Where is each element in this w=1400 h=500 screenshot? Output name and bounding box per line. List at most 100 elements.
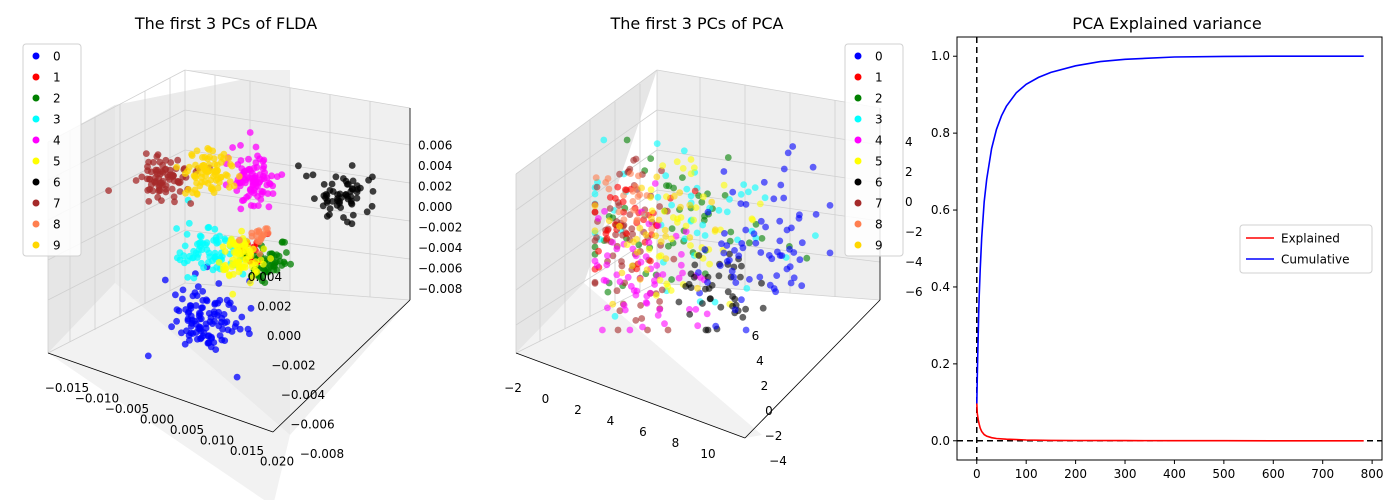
point-class-1 — [606, 194, 614, 201]
point-class-9 — [193, 190, 201, 198]
point-class-0 — [776, 237, 784, 245]
point-class-9 — [591, 227, 599, 235]
point-class-0 — [777, 181, 785, 189]
point-class-4 — [632, 291, 640, 299]
point-class-5 — [242, 256, 250, 264]
point-class-6 — [326, 187, 334, 194]
flda-z-tick-label: −0.002 — [418, 221, 462, 235]
point-class-4 — [245, 155, 252, 163]
point-class-9 — [633, 248, 641, 256]
pca-x-tick-label: 6 — [639, 425, 647, 439]
flda-z-tick-label: −0.004 — [418, 241, 462, 255]
point-class-6 — [332, 173, 340, 181]
point-class-6 — [675, 298, 683, 306]
point-class-4 — [656, 306, 664, 313]
point-class-6 — [340, 214, 347, 221]
point-class-9 — [708, 198, 716, 206]
point-class-3 — [726, 196, 733, 203]
point-class-0 — [826, 249, 834, 257]
point-class-3 — [668, 201, 675, 209]
point-class-7 — [658, 286, 666, 294]
legend-label-9: 9 — [53, 239, 61, 253]
point-class-9 — [209, 186, 217, 194]
point-class-4 — [593, 262, 601, 269]
flda-axis-lines — [47, 108, 411, 433]
point-class-3 — [190, 247, 198, 255]
point-class-7 — [142, 150, 150, 158]
point-class-4 — [682, 228, 690, 236]
point-class-0 — [774, 248, 781, 256]
point-class-2 — [698, 198, 706, 206]
point-class-7 — [593, 183, 601, 191]
point-class-5 — [235, 251, 243, 258]
flda-x-tick-label: −0.005 — [105, 402, 149, 416]
legend-marker-1 — [854, 73, 862, 81]
y-tick-label: 0.2 — [931, 357, 950, 371]
point-class-7 — [593, 234, 600, 241]
point-class-9 — [677, 203, 684, 211]
point-class-5 — [260, 245, 268, 253]
pca-y-tick-label: 4 — [756, 354, 764, 368]
point-class-0 — [238, 313, 246, 321]
y-tick-label: 1.0 — [931, 49, 950, 63]
flda-y-tick-label: −0.002 — [271, 359, 315, 373]
point-class-5 — [648, 207, 656, 215]
point-class-6 — [724, 288, 732, 296]
point-class-3 — [176, 256, 184, 264]
series-line-cumulative — [976, 55, 1364, 404]
point-class-9 — [225, 154, 233, 162]
point-class-4 — [613, 271, 621, 279]
pca-x-tick-label: 10 — [700, 447, 715, 461]
x-tick-label: 500 — [1212, 467, 1235, 481]
point-class-2 — [663, 182, 670, 190]
point-class-3 — [211, 249, 219, 257]
point-class-4 — [250, 189, 258, 197]
point-class-9 — [609, 300, 617, 308]
point-class-4 — [229, 144, 237, 151]
point-class-4 — [679, 269, 686, 277]
flda-legend: 0 1 2 3 4 5 6 7 8 9 — [22, 43, 82, 257]
pca-z-tick-label: 4 — [905, 135, 913, 149]
point-class-0 — [750, 230, 758, 238]
point-class-9 — [173, 163, 181, 171]
point-class-4 — [264, 190, 272, 198]
legend-label-7: 7 — [875, 197, 883, 211]
point-class-0 — [197, 315, 205, 323]
point-class-5 — [659, 162, 667, 170]
point-class-8 — [620, 192, 627, 199]
point-class-9 — [204, 179, 212, 187]
point-class-5 — [235, 268, 243, 276]
x-tick-label: 300 — [1114, 467, 1137, 481]
point-class-0 — [233, 373, 241, 381]
point-class-3 — [216, 232, 224, 240]
point-class-5 — [669, 214, 677, 221]
flda-floor-pane — [48, 283, 290, 500]
point-class-8 — [648, 225, 656, 233]
legend-marker-7 — [32, 199, 40, 207]
pca-y-tick-label: 0 — [765, 404, 773, 418]
legend-marker-3 — [854, 115, 862, 123]
point-class-4 — [245, 174, 253, 182]
point-class-9 — [642, 231, 650, 239]
point-class-8 — [255, 227, 263, 235]
point-class-0 — [218, 314, 226, 322]
legend-marker-2 — [854, 94, 862, 102]
flda-y-tick-label: −0.006 — [290, 418, 334, 432]
point-class-3 — [723, 208, 731, 216]
legend-label-3: 3 — [53, 113, 61, 127]
point-class-6 — [303, 172, 310, 180]
point-class-2 — [271, 263, 278, 270]
point-class-7 — [154, 151, 162, 159]
pca-x-tick-label: 0 — [542, 392, 550, 406]
y-tick-label: 0.0 — [931, 434, 950, 448]
legend-marker-1 — [32, 73, 40, 81]
point-class-0 — [214, 299, 222, 307]
legend-label-1: 1 — [53, 71, 61, 85]
point-class-5 — [259, 260, 267, 268]
point-class-0 — [197, 324, 204, 331]
point-class-9 — [228, 162, 236, 170]
point-class-0 — [192, 302, 200, 309]
point-class-0 — [206, 318, 214, 325]
point-class-5 — [679, 165, 687, 172]
point-class-3 — [200, 264, 208, 272]
